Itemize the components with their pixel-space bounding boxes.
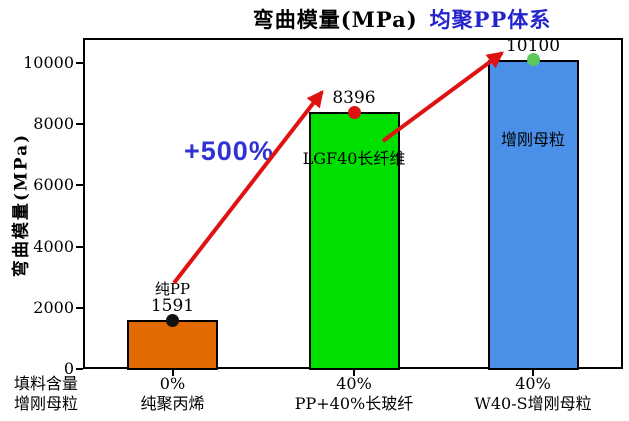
bar-1-value-label: 纯PP 1591 — [103, 281, 243, 315]
y-tick-mark — [76, 245, 83, 248]
y-tick-label: 10000 — [23, 53, 74, 72]
chart-title: 弯曲模量(MPa) 均聚PP体系 — [253, 4, 552, 34]
x-category-name: 纯聚丙烯 — [140, 394, 205, 413]
bar-2 — [308, 112, 400, 370]
x-axis-row-masterbatch: 增刚母粒 — [14, 394, 79, 413]
increase-annotation: +500% — [184, 136, 274, 166]
x-category-name: W40-S增刚母粒 — [474, 394, 592, 413]
x-tick-mark — [171, 370, 174, 376]
x-axis-row-headers: 填料含量 增刚母粒 — [14, 375, 78, 413]
bar-1 — [127, 320, 218, 370]
bar-2-marker-dot — [347, 105, 361, 119]
y-tick-mark — [76, 306, 83, 309]
bar-2-inner-label: LGF40长纤维 — [302, 149, 406, 169]
y-tick-mark — [76, 62, 83, 64]
bar-3-inner-label: 增刚母粒 — [500, 129, 565, 149]
x-axis-row-filler-content: 填料含量 — [14, 374, 79, 393]
bar-1-marker-dot — [166, 313, 179, 327]
x-category-label-1: 0% 纯聚丙烯 — [63, 375, 283, 413]
x-category-label-3: 40% W40-S增刚母粒 — [423, 375, 629, 413]
y-tick-label: 4000 — [33, 236, 74, 256]
y-tick-mark — [76, 123, 83, 126]
bar-2-value: 8396 — [332, 88, 376, 109]
bar-3 — [487, 59, 579, 370]
y-tick-mark — [76, 184, 83, 187]
x-category-filler: 40% — [336, 374, 372, 393]
x-tick-mark — [353, 370, 355, 376]
x-category-filler: 40% — [515, 374, 551, 393]
x-category-name: PP+40%长玻纤 — [294, 394, 414, 413]
bar-1-value: 1591 — [150, 296, 195, 317]
bar-1-series-label: 纯PP — [154, 280, 191, 299]
bar-2-value-label: 8396 — [284, 90, 424, 107]
x-category-filler: 0% — [159, 374, 186, 393]
y-tick-label: 6000 — [33, 175, 74, 195]
chart-title-suffix: 均聚PP体系 — [429, 7, 552, 32]
chart-title-main: 弯曲模量(MPa) — [252, 7, 418, 32]
bar-3-value: 10100 — [505, 35, 561, 56]
y-tick-label: 0 — [63, 359, 74, 378]
bar-3-marker-dot — [526, 53, 540, 67]
y-tick-mark — [76, 368, 83, 370]
bar-3-value-label: 10100 — [463, 35, 603, 56]
x-category-label-2: 40% PP+40%长玻纤 — [244, 375, 464, 413]
y-tick-label: 2000 — [33, 297, 74, 317]
y-tick-label: 8000 — [33, 114, 74, 134]
x-tick-mark — [532, 370, 534, 376]
